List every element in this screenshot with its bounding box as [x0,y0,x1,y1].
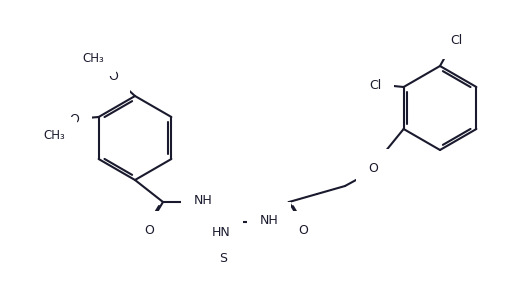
Text: Cl: Cl [450,34,462,46]
Text: NH: NH [260,215,279,228]
Text: O: O [144,223,154,236]
Text: CH₃: CH₃ [82,51,104,64]
Text: O: O [298,223,308,236]
Text: O: O [368,161,378,175]
Text: S: S [219,253,227,265]
Text: O: O [108,69,118,83]
Text: O: O [70,113,80,126]
Text: Cl: Cl [369,78,382,91]
Text: CH₃: CH₃ [44,128,66,141]
Text: HN: HN [212,226,230,240]
Text: NH: NH [193,195,212,208]
